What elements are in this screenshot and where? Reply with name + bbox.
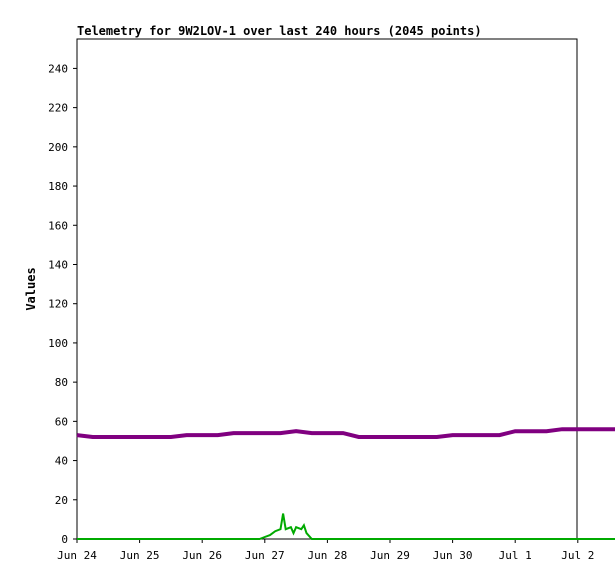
x-tick-label: Jun 28 bbox=[308, 549, 348, 562]
x-tick-label: Jul 1 bbox=[499, 549, 532, 562]
chart-title: Telemetry for 9W2LOV-1 over last 240 hou… bbox=[77, 24, 482, 38]
y-tick-label: 40 bbox=[55, 455, 68, 468]
x-tick-label: Jun 27 bbox=[245, 549, 285, 562]
x-tick-label: Jun 26 bbox=[182, 549, 222, 562]
x-tick-label: Jun 29 bbox=[370, 549, 410, 562]
x-tick-label: Jun 24 bbox=[57, 549, 97, 562]
x-tick-label: Jun 25 bbox=[120, 549, 160, 562]
y-axis-label: Values bbox=[24, 267, 38, 310]
y-tick-label: 0 bbox=[61, 533, 68, 546]
x-axis: Jun 24 Jun 25 Jun 26 Jun 27 Jun 28 Jun 29 Jun … bbox=[57, 539, 594, 562]
series-line-1 bbox=[76, 427, 615, 439]
x-tick-label: Jul 2 bbox=[561, 549, 594, 562]
y-tick-label: 60 bbox=[55, 415, 68, 428]
y-tick-label: 140 bbox=[48, 258, 68, 271]
y-tick-label: 180 bbox=[48, 180, 68, 193]
series-layer bbox=[76, 427, 615, 540]
y-tick-label: 240 bbox=[48, 62, 68, 75]
y-tick-label: 100 bbox=[48, 337, 68, 350]
y-tick-label: 120 bbox=[48, 298, 68, 311]
plot-area bbox=[76, 38, 578, 540]
y-tick-label: 220 bbox=[48, 102, 68, 115]
series-line-2 bbox=[77, 513, 615, 540]
y-tick-label: 200 bbox=[48, 141, 68, 154]
y-tick-label: 80 bbox=[55, 376, 68, 389]
y-tick-label: 160 bbox=[48, 219, 68, 232]
x-tick-label: Jun 30 bbox=[433, 549, 473, 562]
y-axis: 0 20 40 60 80 100 120 140 160 180 200 220 240 bbox=[48, 62, 77, 546]
y-tick-label: 20 bbox=[55, 494, 68, 507]
